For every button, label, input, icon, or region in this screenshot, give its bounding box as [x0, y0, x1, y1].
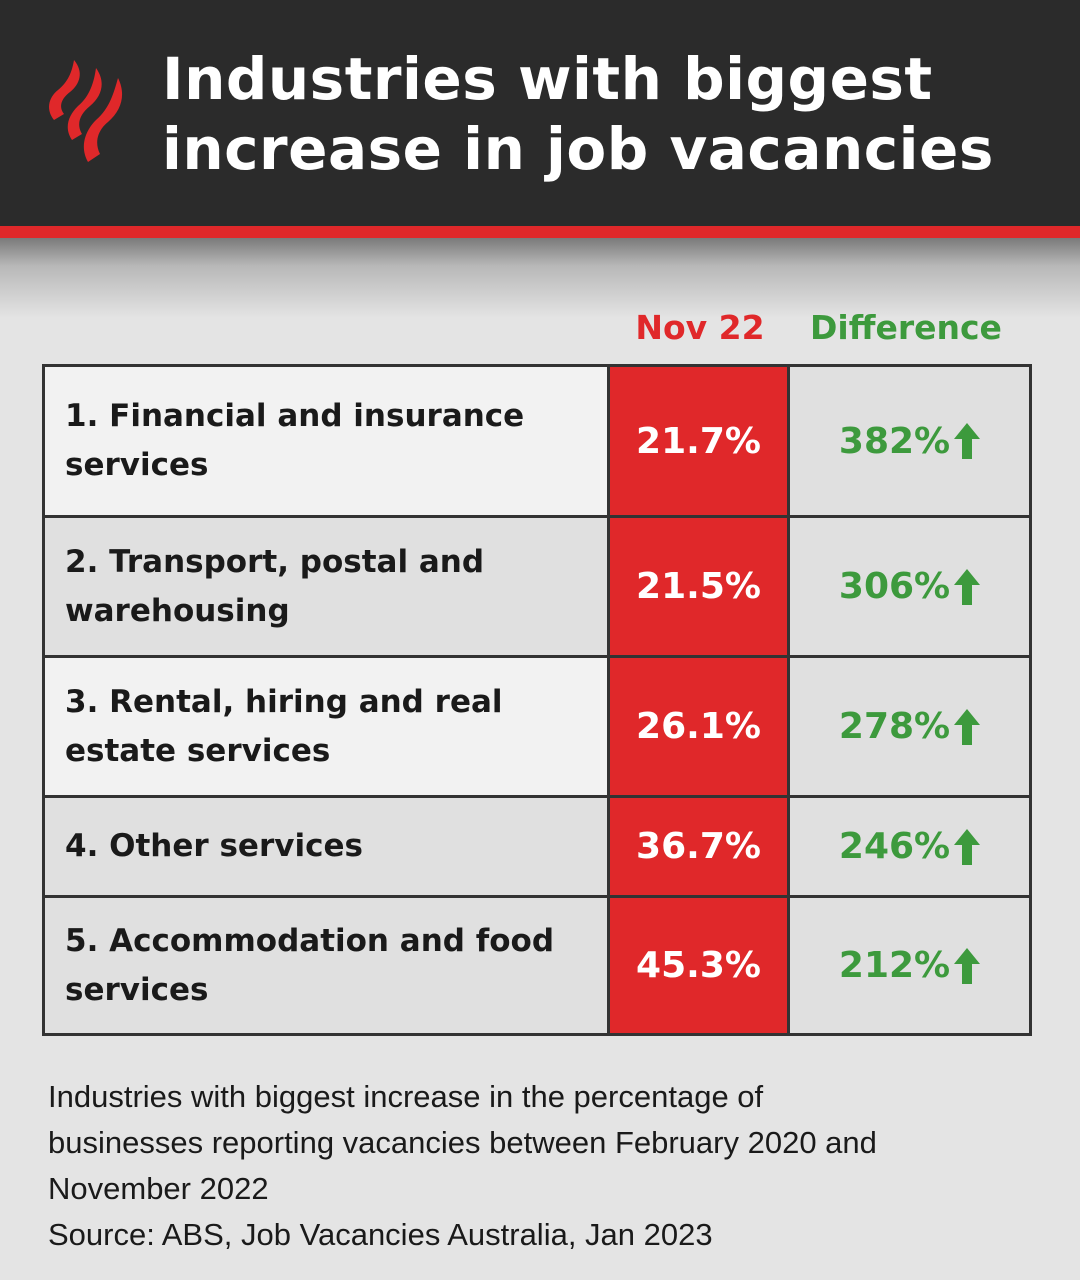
difference-value: 306%: [838, 566, 951, 607]
table-row: 1. Financial and insurance services 21.7…: [45, 367, 1029, 515]
difference-cell: 246%: [790, 798, 1029, 895]
industry-label-line: warehousing: [65, 592, 290, 629]
nov22-value: 36.7%: [610, 798, 790, 895]
header-banner: Industries with biggest increase in job …: [0, 0, 1080, 240]
difference-cell: 278%: [790, 658, 1029, 795]
industry-label-line: 4. Other services: [65, 828, 363, 864]
difference-cell: 382%: [790, 367, 1029, 515]
sbs-logo-icon: [49, 60, 123, 162]
difference-value: 212%: [838, 945, 951, 986]
source-line: Source: ABS, Job Vacancies Australia, Ja…: [48, 1217, 713, 1252]
nov22-value: 45.3%: [610, 898, 790, 1033]
title-line-2: increase in job vacancies: [162, 115, 994, 183]
industry-label-line: 3. Rental, hiring and real: [65, 683, 503, 720]
table-row: 2. Transport, postal and warehousing 21.…: [45, 515, 1029, 655]
industry-label: 5. Accommodation and food services: [45, 898, 610, 1033]
industry-label: 3. Rental, hiring and real estate servic…: [45, 658, 610, 795]
table-row: 5. Accommodation and food services 45.3%…: [45, 895, 1029, 1033]
nov22-value: 21.5%: [610, 518, 790, 655]
difference-cell: 212%: [790, 898, 1029, 1033]
vacancy-table: 1. Financial and insurance services 21.7…: [42, 364, 1032, 1036]
column-header-difference: Difference: [810, 308, 1002, 347]
industry-label-line: estate services: [65, 732, 331, 769]
page-title: Industries with biggest increase in job …: [162, 44, 1062, 184]
arrow-up-icon: [954, 947, 981, 984]
difference-value: 382%: [838, 420, 951, 462]
industry-label-line: 2. Transport, postal and: [65, 543, 485, 580]
industry-label-line: 1. Financial and insurance: [65, 398, 525, 434]
industry-label-line: 5. Accommodation and food: [65, 922, 555, 959]
difference-cell: 306%: [790, 518, 1029, 655]
column-header-nov22: Nov 22: [635, 308, 765, 347]
difference-value: 246%: [838, 826, 951, 867]
footnote-line: businesses reporting vacancies between F…: [48, 1125, 877, 1160]
arrow-up-icon: [954, 708, 981, 745]
table-row: 3. Rental, hiring and real estate servic…: [45, 655, 1029, 795]
industry-label-line: services: [65, 447, 209, 483]
arrow-up-icon: [954, 828, 981, 865]
table-row: 4. Other services 36.7% 246%: [45, 795, 1029, 895]
header-shadow: [0, 238, 1080, 318]
industry-label-line: services: [65, 971, 209, 1008]
industry-label: 1. Financial and insurance services: [45, 367, 610, 515]
footnote: Industries with biggest increase in the …: [48, 1074, 1048, 1258]
industry-label: 4. Other services: [45, 798, 610, 895]
title-line-1: Industries with biggest: [162, 45, 933, 113]
arrow-up-icon: [954, 568, 981, 605]
footnote-line: November 2022: [48, 1171, 269, 1206]
difference-value: 278%: [838, 706, 951, 747]
footnote-line: Industries with biggest increase in the …: [48, 1079, 764, 1114]
industry-label: 2. Transport, postal and warehousing: [45, 518, 610, 655]
nov22-value: 21.7%: [610, 367, 790, 515]
arrow-up-icon: [954, 423, 981, 459]
header-accent-line: [0, 226, 1080, 238]
nov22-value: 26.1%: [610, 658, 790, 795]
